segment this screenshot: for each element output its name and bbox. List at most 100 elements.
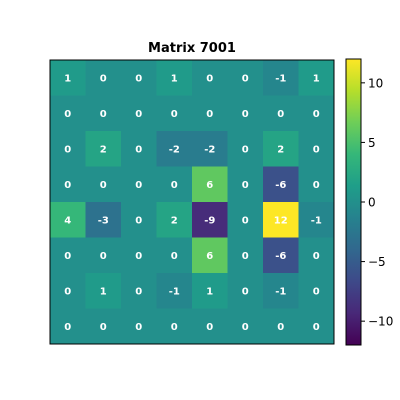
- cell-value-label: 0: [64, 322, 71, 333]
- heatmap-cell-r4-c2: [121, 202, 157, 238]
- colorbar-tick-label: −5: [368, 255, 386, 269]
- heatmap-cell-r2-c2: [121, 131, 157, 167]
- heatmap-cell-r5-c7: [298, 237, 335, 274]
- heatmap-cell-r2-c5: [227, 131, 264, 167]
- cell-value-label: 0: [242, 215, 249, 226]
- heatmap-cell-r5-c1: [85, 237, 122, 274]
- heatmap-cell-r2-c7: [298, 131, 335, 167]
- heatmap-cell-r0-c2: [121, 60, 157, 96]
- cell-value-label: 1: [313, 73, 320, 84]
- heatmap-cell-r7-c4: [192, 308, 228, 345]
- cell-value-label: 0: [277, 109, 284, 120]
- cell-value-label: 0: [313, 286, 320, 297]
- cell-value-label: 6: [206, 251, 213, 262]
- cell-value-label: 0: [64, 109, 71, 120]
- heatmap-cell-r6-c2: [121, 273, 157, 309]
- plot-frame: [49, 59, 335, 345]
- heatmap-cell-r0-c4: [192, 60, 228, 96]
- cell-value-label: -6: [275, 180, 286, 191]
- cell-value-label: 0: [206, 109, 213, 120]
- heatmap-cell-r3-c7: [298, 166, 335, 203]
- cell-value-label: 0: [242, 144, 249, 155]
- cell-value-label: 0: [313, 144, 320, 155]
- cell-value-label: 0: [135, 144, 142, 155]
- cell-value-label: -1: [311, 215, 322, 226]
- heatmap-cell-r4-c5: [227, 202, 264, 238]
- cell-value-label: 0: [64, 144, 71, 155]
- cell-value-label: 2: [171, 215, 178, 226]
- cell-value-label: 0: [64, 286, 71, 297]
- heatmap-cell-r1-c1: [85, 95, 122, 132]
- heatmap-cell-r7-c1: [85, 308, 122, 345]
- cell-value-label: 6: [206, 180, 213, 191]
- heatmap-cell-r6-c0: [50, 273, 86, 309]
- heatmap-cell-r7-c6: [263, 308, 299, 345]
- heatmap-cell-r6-c5: [227, 273, 264, 309]
- cell-value-label: 0: [242, 286, 249, 297]
- heatmap-cell-r2-c4: [192, 131, 228, 167]
- heatmap-cell-r1-c4: [192, 95, 228, 132]
- cell-value-label: 0: [135, 251, 142, 262]
- cell-value-label: 0: [100, 73, 107, 84]
- heatmap-cell-r3-c4: [192, 166, 228, 203]
- cell-value-label: 0: [64, 180, 71, 191]
- heatmap-cell-r5-c6: [263, 237, 299, 274]
- cell-value-label: 1: [100, 286, 107, 297]
- heatmap-cell-r7-c0: [50, 308, 86, 345]
- cell-value-label: 0: [171, 109, 178, 120]
- heatmap-cell-r0-c5: [227, 60, 264, 96]
- heatmap-cell-r2-c3: [156, 131, 193, 167]
- heatmap-cell-r0-c0: [50, 60, 86, 96]
- heatmap-cell-r3-c6: [263, 166, 299, 203]
- heatmap-cell-r1-c7: [298, 95, 335, 132]
- heatmap-cells: [50, 60, 335, 345]
- heatmap-cell-r1-c5: [227, 95, 264, 132]
- heatmap-cell-r5-c3: [156, 237, 193, 274]
- heatmap-cell-r3-c3: [156, 166, 193, 203]
- heatmap-cell-r6-c1: [85, 273, 122, 309]
- cell-value-label: 0: [100, 251, 107, 262]
- cell-value-label: 0: [242, 251, 249, 262]
- cell-value-label: -3: [98, 215, 109, 226]
- cell-value-label: 0: [135, 215, 142, 226]
- heatmap-cell-r0-c7: [298, 60, 335, 96]
- colorbar: 10 5 0 −5 −10: [345, 58, 393, 346]
- colorbar-tick-label: −10: [368, 315, 393, 329]
- heatmap-cell-r6-c3: [156, 273, 193, 309]
- heatmap-cell-r4-c6: [263, 202, 299, 238]
- cell-value-label: 0: [242, 180, 249, 191]
- cell-value-label: 12: [274, 215, 288, 226]
- heatmap-cell-r3-c1: [85, 166, 122, 203]
- cell-value-label: -2: [169, 144, 180, 155]
- heatmap-cell-r3-c5: [227, 166, 264, 203]
- cell-value-label: 0: [135, 180, 142, 191]
- cell-value-label: 0: [135, 322, 142, 333]
- heatmap-cell-r2-c6: [263, 131, 299, 167]
- heatmap-cell-r1-c3: [156, 95, 193, 132]
- cell-value-label: 0: [313, 322, 320, 333]
- heatmap-cell-r7-c2: [121, 308, 157, 345]
- cell-value-label: 4: [64, 215, 71, 226]
- cell-value-label: 0: [135, 286, 142, 297]
- colorbar-tick-label: 10: [368, 76, 383, 90]
- heatmap-cell-r7-c3: [156, 308, 193, 345]
- heatmap-cell-r4-c0: [50, 202, 86, 238]
- cell-value-label: 1: [171, 73, 178, 84]
- cell-value-label: 0: [313, 109, 320, 120]
- colorbar-tick-label: 5: [368, 136, 376, 150]
- heatmap-cell-r1-c6: [263, 95, 299, 132]
- heatmap-cell-r6-c6: [263, 273, 299, 309]
- cell-value-label: 0: [135, 109, 142, 120]
- cell-value-label: -2: [204, 144, 215, 155]
- cell-value-label: 0: [206, 322, 213, 333]
- cell-value-label: 0: [135, 73, 142, 84]
- heatmap-cell-r7-c5: [227, 308, 264, 345]
- heatmap-cell-r4-c1: [85, 202, 122, 238]
- heatmap-cell-r6-c4: [192, 273, 228, 309]
- heatmap-cell-labels: 1 0 0 1 0 0 -1 1 0 0 0 0 0 0 0 0 0 2 0 -2 -2 0 2 0 0 0 0 0 6 0 -6 0 4 -3 0…: [64, 73, 322, 333]
- heatmap-cell-r3-c0: [50, 166, 86, 203]
- heatmap-cell-r0-c6: [263, 60, 299, 96]
- heatmap-cell-r5-c0: [50, 237, 86, 274]
- heatmap-cell-r4-c4: [192, 202, 228, 238]
